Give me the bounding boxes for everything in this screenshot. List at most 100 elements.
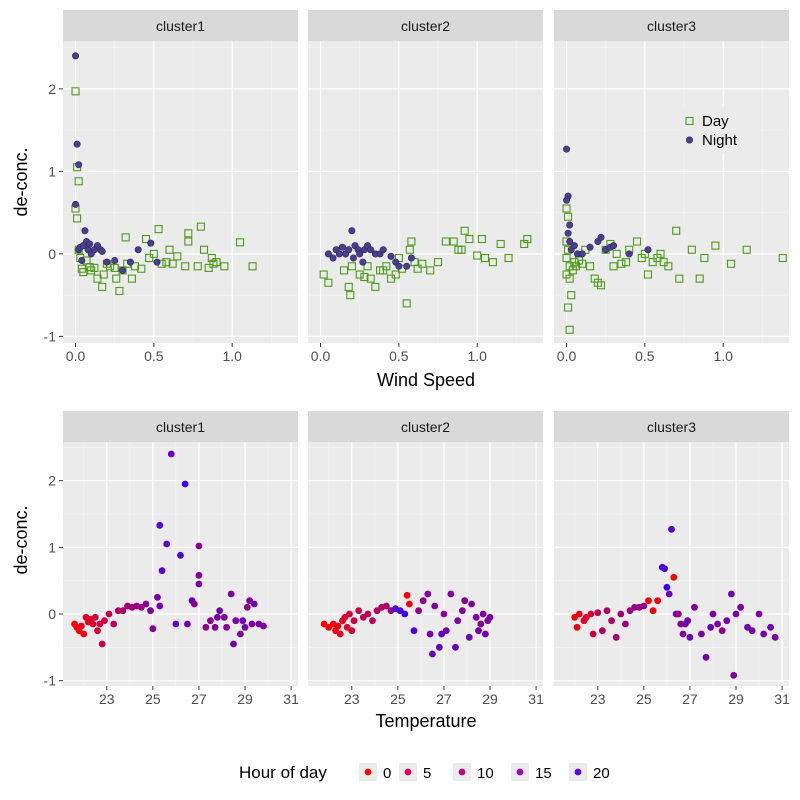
day-point <box>347 262 356 271</box>
x-tick-label: 27 <box>436 691 452 707</box>
day-point <box>235 238 245 247</box>
day-point <box>168 259 177 268</box>
facet-strip <box>554 10 789 41</box>
top-y-axis-title: de-conc. <box>11 147 31 216</box>
hour-point <box>452 643 459 651</box>
data-points <box>71 52 787 679</box>
night-point <box>103 258 111 266</box>
day-point <box>523 234 532 244</box>
day-point <box>207 253 216 263</box>
x-tick-label: 23 <box>590 691 606 707</box>
night-point <box>586 243 594 251</box>
day-point <box>675 274 684 283</box>
day-point <box>477 234 486 244</box>
day-point <box>90 263 99 272</box>
facet-strip <box>554 411 789 442</box>
night-point <box>73 140 81 148</box>
facet-strip-label: cluster3 <box>647 18 696 34</box>
hour-point <box>440 610 448 618</box>
hour-point <box>156 521 164 529</box>
night-point <box>387 252 395 260</box>
night-point <box>134 246 142 254</box>
day-point <box>346 291 355 300</box>
hour-point <box>649 607 657 615</box>
legend-label: 10 <box>477 765 494 782</box>
hour-point <box>458 607 466 615</box>
legend-label: 5 <box>423 765 431 782</box>
hour-point <box>475 627 482 635</box>
day-point <box>121 233 130 242</box>
day-point <box>457 245 466 254</box>
day-point <box>149 249 158 258</box>
x-tick-label: 23 <box>99 691 115 707</box>
facet-strip <box>63 10 298 41</box>
night-point <box>111 256 119 264</box>
hour-point <box>714 620 721 628</box>
legend-background <box>679 107 759 153</box>
hour-point <box>223 623 230 631</box>
hour-point <box>587 610 595 618</box>
x-tick-label: 23 <box>344 691 360 707</box>
day-point <box>578 259 587 268</box>
x-tick-label: 27 <box>191 691 207 707</box>
hour-point <box>707 623 715 631</box>
day-point <box>79 267 88 277</box>
legend-title: Hour of day <box>239 763 327 782</box>
night-point <box>367 246 375 254</box>
hour-point <box>154 593 161 601</box>
day-point <box>112 274 121 283</box>
day-point <box>656 249 665 258</box>
day-point <box>488 258 497 267</box>
y-tick-label: 0 <box>48 606 56 622</box>
hour-point <box>435 643 443 651</box>
legend-key-swatch <box>574 768 582 776</box>
hour-point <box>675 610 682 618</box>
hour-point <box>755 610 763 618</box>
day-point <box>609 262 618 271</box>
legend-label: 0 <box>383 765 391 782</box>
day-point <box>700 253 709 263</box>
hour-point <box>645 597 652 605</box>
hour-point <box>718 627 726 635</box>
night-point <box>349 254 357 262</box>
hour-point <box>101 617 108 625</box>
hour-point <box>665 590 673 598</box>
hour-point <box>350 617 358 625</box>
night-point <box>98 247 106 255</box>
day-point <box>565 274 574 283</box>
hour-point <box>80 630 88 638</box>
x-tick-label: 0.5 <box>389 348 409 364</box>
day-point <box>366 274 375 283</box>
legend-label: 15 <box>535 765 552 782</box>
day-point <box>742 245 751 254</box>
y-tick-label: 2 <box>48 81 56 97</box>
day-point <box>165 245 174 254</box>
hour-point <box>709 610 717 618</box>
day-point <box>465 234 474 244</box>
day-point <box>433 258 443 267</box>
day-point <box>360 272 369 282</box>
night-point <box>566 238 574 246</box>
hour-point <box>98 640 106 648</box>
hour-point <box>248 620 256 628</box>
day-point <box>93 274 102 283</box>
day-point <box>181 262 190 271</box>
day-point <box>473 251 482 260</box>
hour-point <box>670 573 678 581</box>
facet-strip-label: cluster3 <box>647 419 696 435</box>
day-point <box>162 258 171 267</box>
facet-strip <box>308 411 543 442</box>
hour-point <box>91 613 99 621</box>
night-point <box>338 243 346 251</box>
hour-point <box>684 617 692 625</box>
y-tick-label: 0 <box>48 246 56 262</box>
hour-point <box>149 625 157 633</box>
hour-point <box>195 542 203 550</box>
hour-point <box>119 607 127 615</box>
night-point <box>86 240 94 248</box>
hour-point <box>454 617 462 625</box>
hour-point <box>424 590 432 598</box>
legends: Day Night Hour of day 0 5 10 15 20 <box>239 107 759 782</box>
night-point <box>578 250 586 258</box>
hour-point <box>369 617 376 625</box>
